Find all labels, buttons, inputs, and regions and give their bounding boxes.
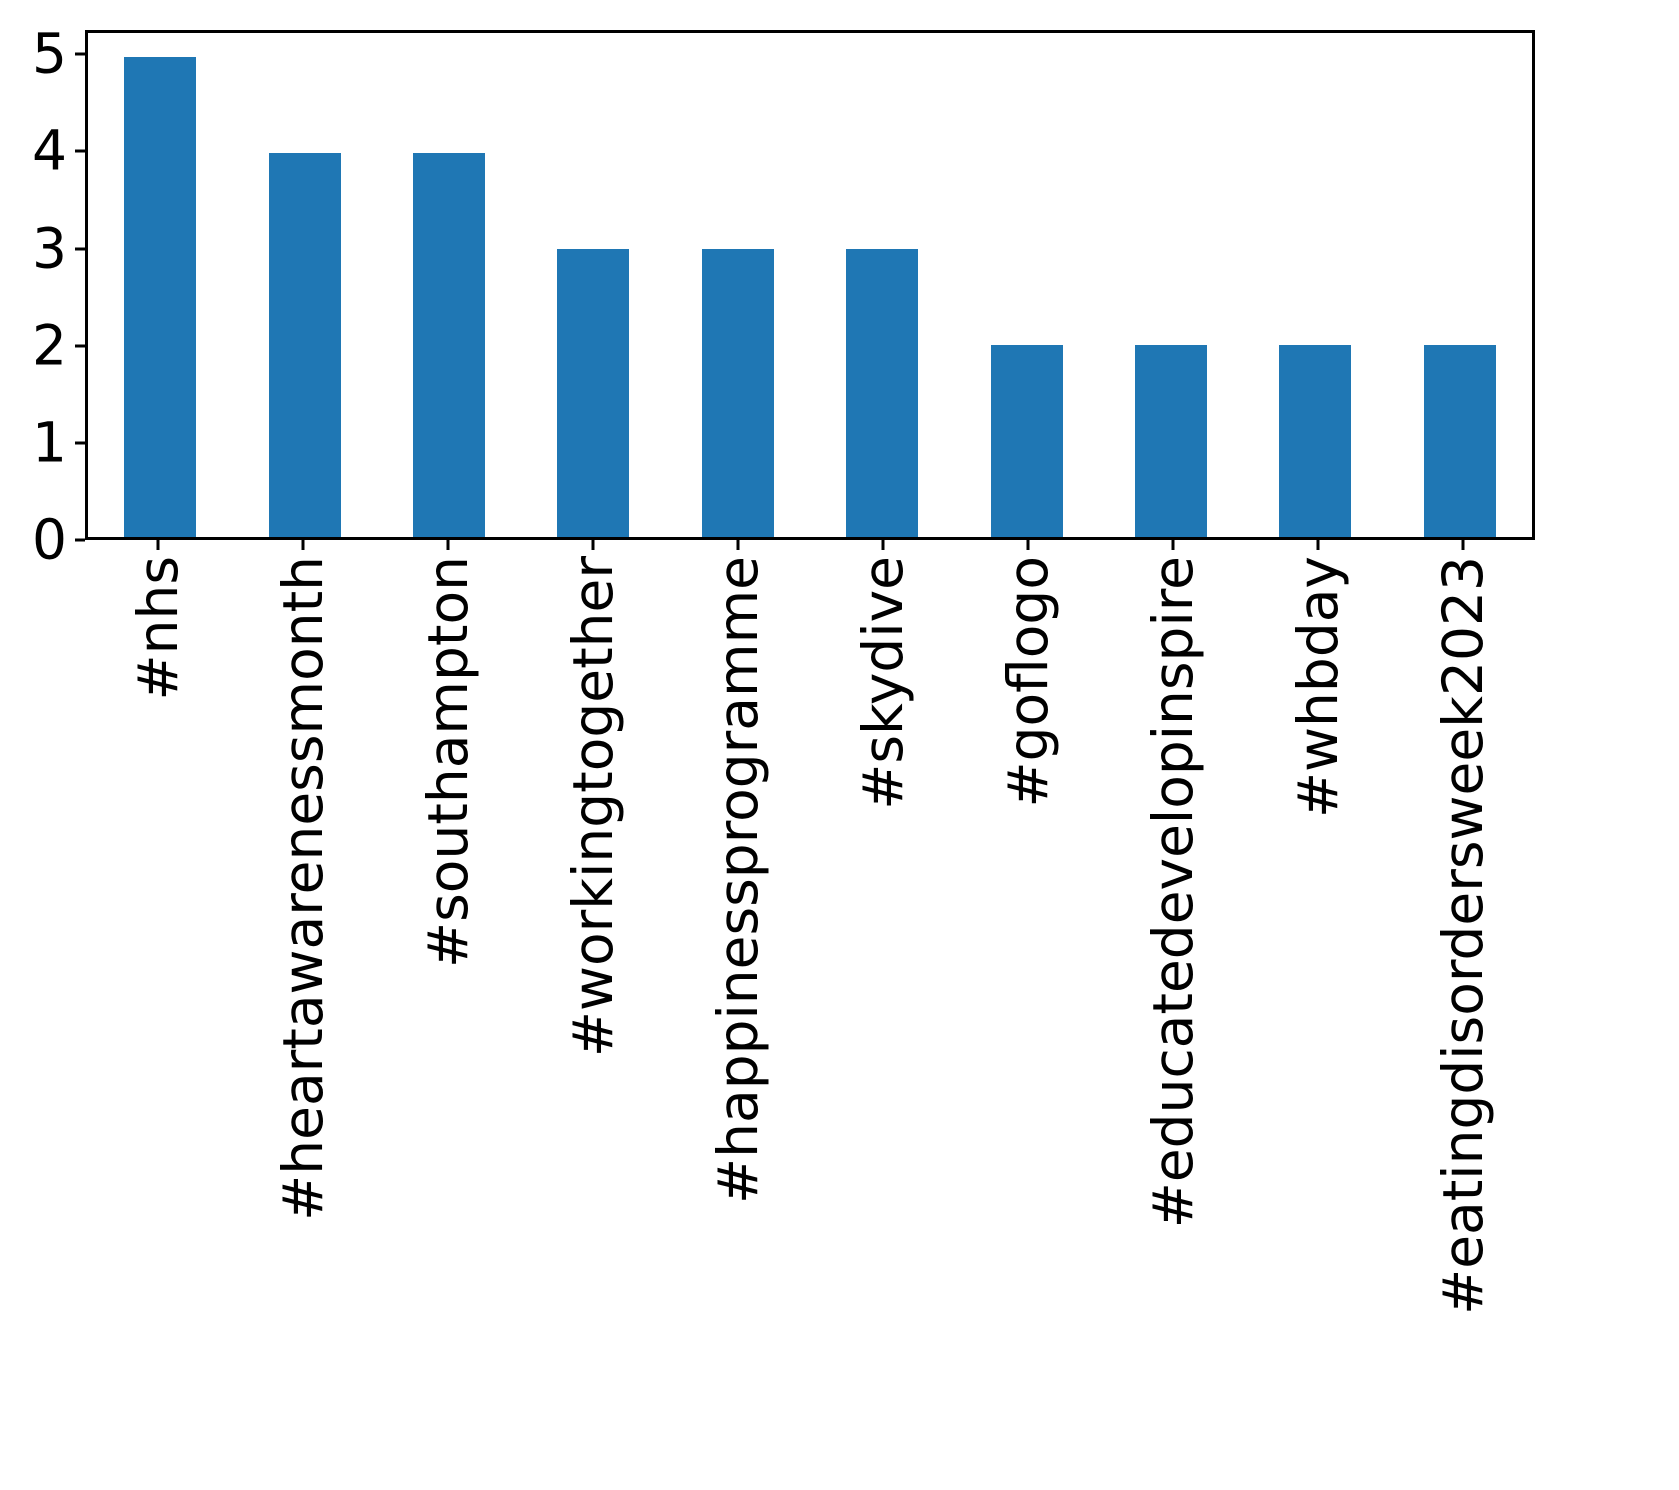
y-tick-mark	[75, 149, 85, 153]
y-tick-label: 4	[32, 118, 67, 183]
bar	[412, 153, 486, 537]
x-tick-mark	[156, 540, 159, 550]
x-tick-label: #nhs	[125, 556, 190, 701]
x-tick-mark	[736, 540, 739, 550]
x-tick-label: #eatingdisordersweek2023	[1430, 556, 1495, 1315]
x-tick-mark	[591, 540, 594, 550]
x-tick-mark	[1026, 540, 1029, 550]
x-tick-mark	[1316, 540, 1319, 550]
plot-area	[85, 30, 1535, 540]
y-tick-mark	[75, 538, 85, 542]
bar	[846, 249, 919, 537]
y-tick-label: 1	[32, 410, 67, 475]
x-tick-label: #skydive	[850, 556, 915, 810]
bar	[268, 153, 341, 537]
bar	[990, 345, 1063, 537]
x-tick-label: #happinessprogramme	[705, 556, 770, 1204]
x-axis-labels: #nhs #heartawarenessmonth #southampton #wor…	[85, 556, 1535, 1486]
x-axis-ticks	[85, 540, 1535, 552]
y-tick-mark	[75, 441, 85, 445]
x-tick-label: #whbday	[1285, 556, 1350, 819]
y-tick-label: 5	[32, 21, 67, 86]
bar	[1134, 345, 1208, 537]
y-tick-label: 2	[32, 313, 67, 378]
bar	[557, 249, 630, 537]
y-tick-mark	[75, 52, 85, 56]
x-tick-mark	[881, 540, 884, 550]
bar	[1279, 345, 1352, 537]
bar	[701, 249, 774, 537]
x-tick-label: #workingtogether	[560, 556, 625, 1058]
y-tick-label: 0	[32, 507, 67, 572]
bar	[124, 57, 197, 537]
y-tick-mark	[75, 344, 85, 348]
y-tick-label: 3	[32, 216, 67, 281]
x-tick-label: #southampton	[415, 556, 480, 968]
x-tick-mark	[446, 540, 449, 550]
x-tick-label: #educatedevelopinspire	[1140, 556, 1205, 1229]
x-tick-mark	[1461, 540, 1464, 550]
x-tick-label: #heartawarenessmonth	[270, 556, 335, 1221]
x-tick-mark	[301, 540, 304, 550]
bar	[1423, 345, 1496, 537]
y-tick-mark	[75, 247, 85, 251]
x-tick-label: #goflogo	[995, 556, 1060, 808]
x-tick-mark	[1171, 540, 1174, 550]
